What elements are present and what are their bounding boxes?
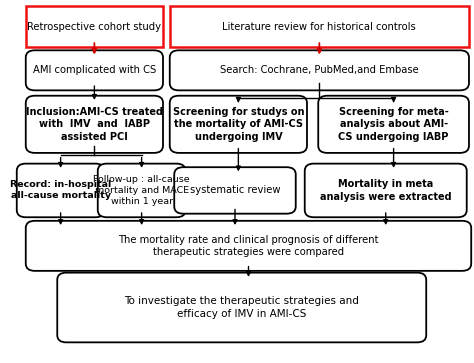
FancyBboxPatch shape bbox=[170, 6, 469, 48]
FancyBboxPatch shape bbox=[318, 96, 469, 153]
FancyBboxPatch shape bbox=[174, 167, 296, 214]
FancyBboxPatch shape bbox=[26, 96, 163, 153]
Text: Follow-up : all-cause
mortality and MACE
within 1 year: Follow-up : all-cause mortality and MACE… bbox=[93, 175, 190, 206]
Text: Record: in-hospital
all-cause mortality: Record: in-hospital all-cause mortality bbox=[10, 180, 111, 200]
FancyBboxPatch shape bbox=[170, 50, 469, 90]
Text: Screening for studys on
the mortality of AMI-CS
undergoing IMV: Screening for studys on the mortality of… bbox=[173, 107, 304, 142]
Text: AMI complicated with CS: AMI complicated with CS bbox=[33, 65, 156, 76]
Text: Literature review for historical controls: Literature review for historical control… bbox=[222, 22, 416, 32]
FancyBboxPatch shape bbox=[98, 164, 185, 217]
Text: The mortality rate and clinical prognosis of different
therapeutic strategies we: The mortality rate and clinical prognosi… bbox=[118, 234, 379, 257]
FancyBboxPatch shape bbox=[170, 96, 307, 153]
FancyBboxPatch shape bbox=[305, 164, 467, 217]
FancyBboxPatch shape bbox=[26, 221, 471, 271]
Text: Mortality in meta
analysis were extracted: Mortality in meta analysis were extracte… bbox=[320, 179, 452, 201]
Text: Screening for meta-
analysis about AMI-
CS undergoing IABP: Screening for meta- analysis about AMI- … bbox=[338, 107, 449, 142]
Text: Retrospective cohort study: Retrospective cohort study bbox=[27, 22, 161, 32]
FancyBboxPatch shape bbox=[57, 273, 426, 342]
Text: Search: Cochrane, PubMed,and Embase: Search: Cochrane, PubMed,and Embase bbox=[220, 65, 419, 76]
FancyBboxPatch shape bbox=[26, 6, 163, 48]
Text: systematic review: systematic review bbox=[190, 185, 280, 195]
FancyBboxPatch shape bbox=[26, 50, 163, 90]
Text: To investigate the therapeutic strategies and
efficacy of IMV in AMI-CS: To investigate the therapeutic strategie… bbox=[124, 296, 359, 319]
Text: Inclusion:AMI-CS treated
with  IMV  and  IABP
assisted PCI: Inclusion:AMI-CS treated with IMV and IA… bbox=[26, 107, 163, 142]
FancyBboxPatch shape bbox=[17, 164, 104, 217]
